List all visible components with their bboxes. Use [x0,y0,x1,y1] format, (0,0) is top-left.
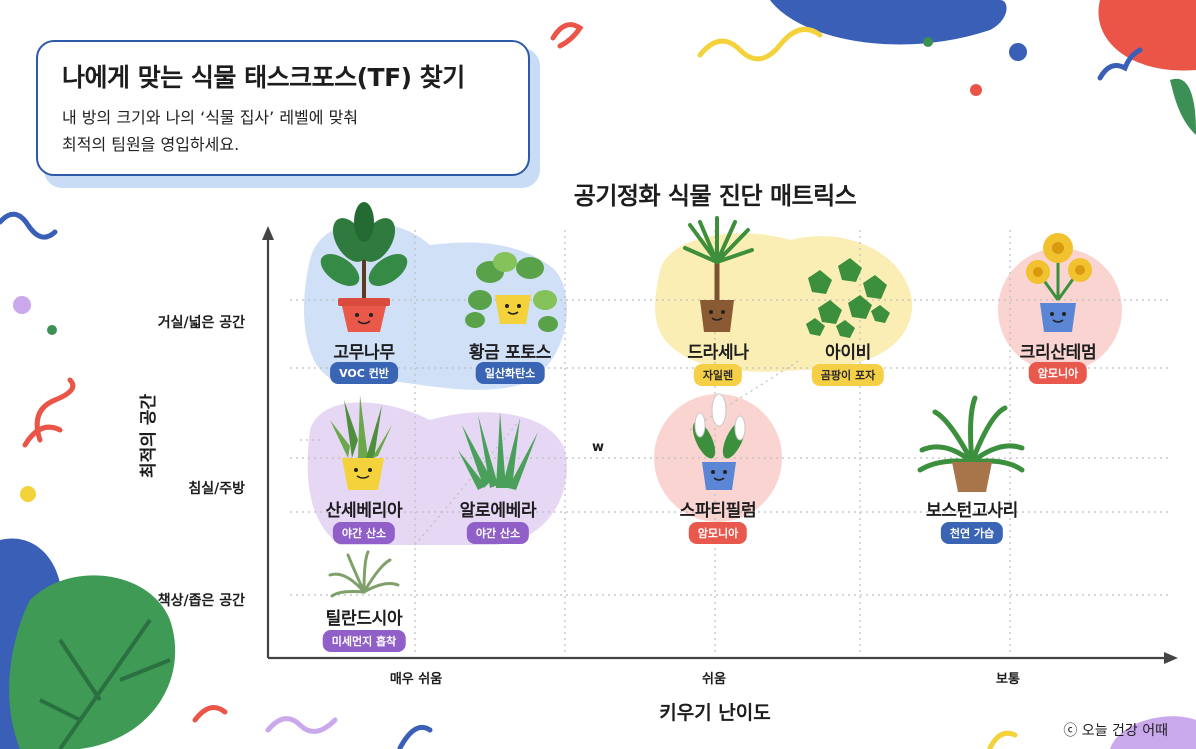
matrix-title: 공기정화 식물 진단 매트릭스 [573,182,857,210]
x-tick-very-easy: 매우 쉬움 [389,672,443,687]
rubber-tree-icon [320,202,408,332]
badge-rubber-tree: VOC 컨반 [330,362,398,384]
badge-ivy: 곰팡이 포자 [811,364,885,386]
plant-name-rubber-tree: 고무나무 [333,343,395,363]
badge-boston-fern: 천연 가습 [940,522,1004,544]
boston-fern-icon [917,395,1025,473]
x-tick-normal: 보통 [996,672,1020,687]
peace-lily-icon [692,393,746,490]
page-title: 나에게 맞는 식물 태스크포스(TF) 찾기 [62,63,465,92]
subtitle-line-2: 최적의 팀원을 영입하세요. [62,135,240,154]
sansevieria-icon [330,395,392,490]
pothos-icon [465,252,558,332]
badge-air-plant: 미세먼지 흡착 [322,630,406,652]
y-tick-living-room: 거실/넓은 공간 [157,315,245,331]
plant-name-ivy: 아이비 [824,343,872,363]
plant-name-boston-fern: 보스턴고사리 [925,501,1019,521]
badge-chrysanthemum: 암모니아 [1028,362,1088,384]
stray-mark: w [592,440,605,455]
chrysanthemum-icon [1026,233,1092,332]
air-plant-icon [328,550,400,598]
y-tick-desk: 책상/좁은 공간 [157,593,245,609]
y-tick-bedroom: 침실/주방 [188,481,245,497]
header-card: 나에게 맞는 식물 태스크포스(TF) 찾기 내 방의 크기와 나의 ‘식물 집… [36,40,530,176]
credit: ⓒ 오늘 건강 어때 [1063,723,1168,739]
dracaena-icon [683,216,754,332]
ivy-icon [806,258,890,338]
plant-name-air-plant: 틸란드시아 [325,609,403,629]
plant-name-chrysanthemum: 크리산테멈 [1019,343,1097,363]
x-tick-easy: 쉬움 [702,672,726,687]
plant-name-aloe: 알로에베라 [459,501,537,521]
badge-pothos: 일산화탄소 [475,362,545,384]
badge-aloe: 야간 산소 [466,522,530,544]
plant-name-sansevieria: 산세베리아 [325,501,403,521]
aloe-icon [458,412,538,490]
x-axis-label: 키우기 난이도 [659,702,771,724]
badge-peace-lily: 암모니아 [688,522,748,544]
plant-name-dracaena: 드라세나 [687,343,749,363]
badge-dracaena: 자일렌 [693,364,743,386]
plant-name-peace-lily: 스파티필럼 [679,501,757,521]
plant-name-pothos: 황금 포토스 [468,343,552,363]
badge-sansevieria: 야간 산소 [332,522,396,544]
subtitle-line-1: 내 방의 크기와 나의 ‘식물 집사’ 레벨에 맞춰 [62,108,359,127]
boston-fern-pot [952,462,992,492]
